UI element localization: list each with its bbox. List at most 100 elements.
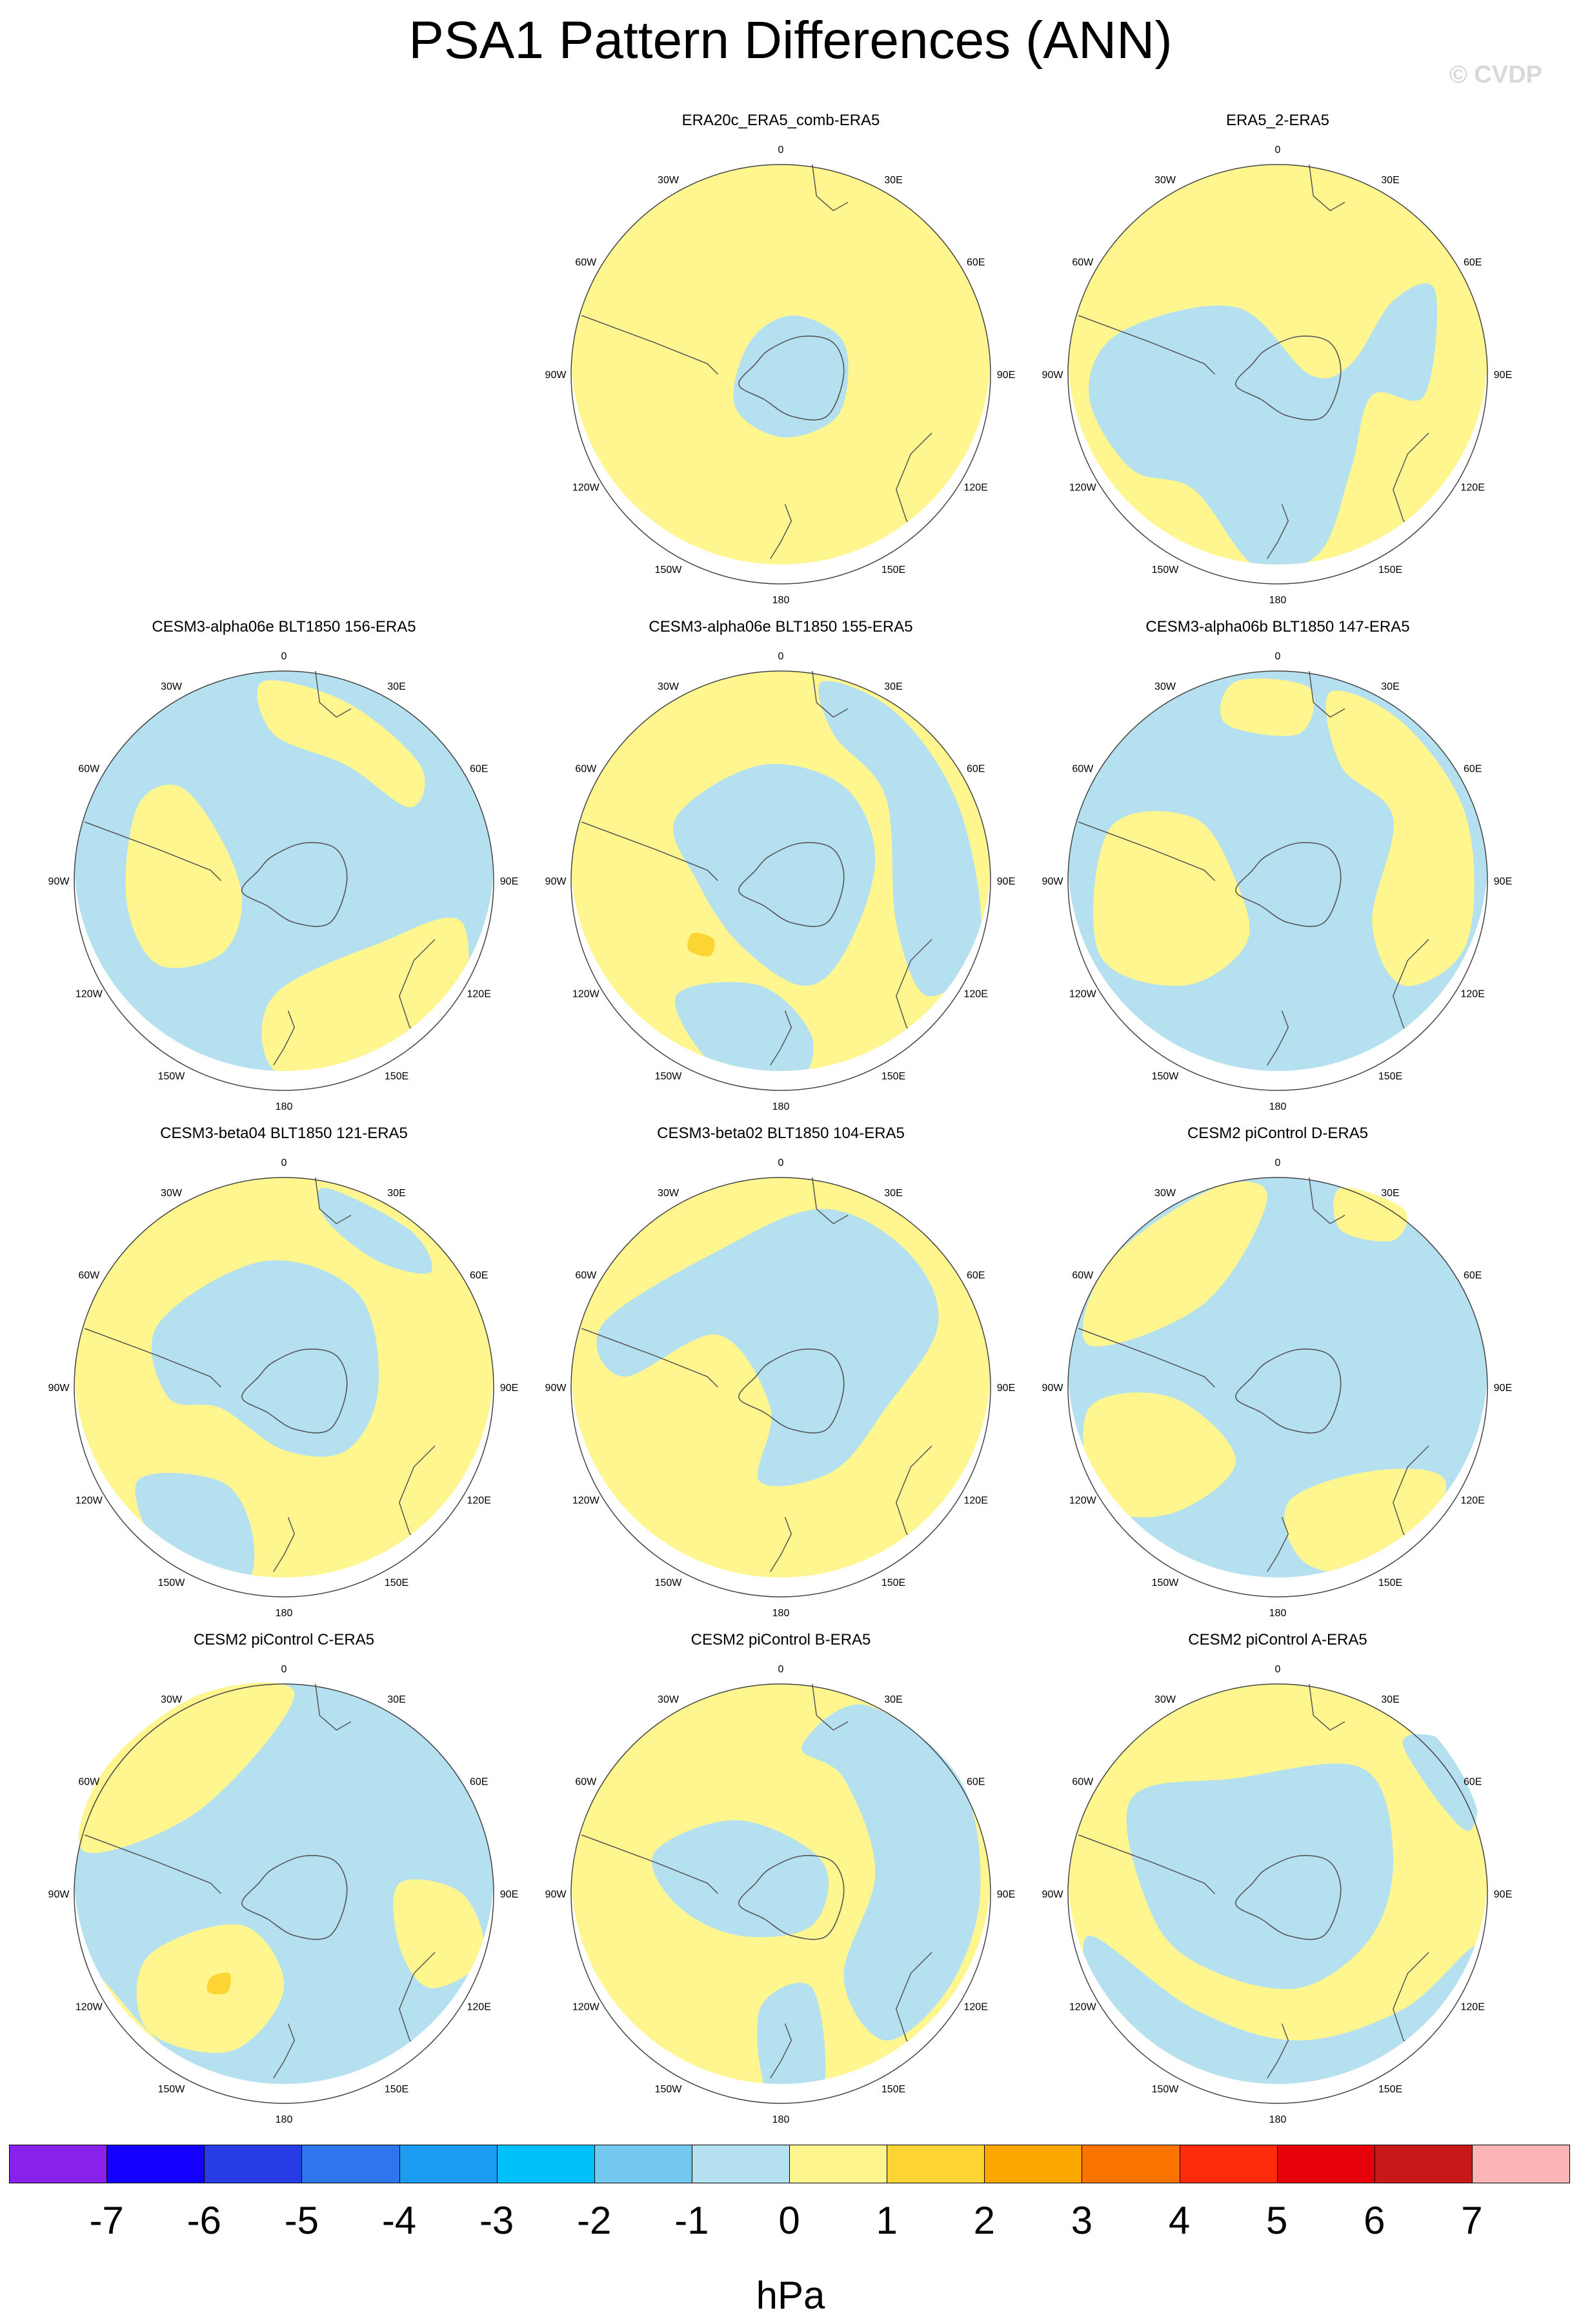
map-background-field bbox=[1068, 1177, 1487, 1578]
anomaly-contour bbox=[801, 1704, 981, 2041]
panel-title: CESM3-alpha06b BLT1850 147-ERA5 bbox=[1145, 618, 1410, 636]
coastline bbox=[581, 821, 719, 881]
longitude-label: 30E bbox=[387, 681, 405, 692]
antarctica-coastline bbox=[1235, 1348, 1342, 1434]
longitude-label: 180 bbox=[276, 2114, 293, 2125]
longitude-label: 150W bbox=[1152, 1578, 1180, 1588]
map-boundary bbox=[74, 670, 494, 1091]
anomaly-contour bbox=[257, 680, 425, 808]
colorbar-tick-label: 5 bbox=[1265, 2199, 1288, 2242]
map-panel: CESM3-beta04 BLT1850 121-ERA5 0 30E 60E 90E 1… bbox=[39, 1126, 529, 1636]
panel-title: ERA5_2-ERA5 bbox=[1225, 112, 1330, 129]
longitude-label: 120W bbox=[1069, 2002, 1097, 2013]
panel-title: CESM3-beta02 BLT1850 104-ERA5 bbox=[657, 1125, 905, 1142]
coastline bbox=[1309, 670, 1345, 718]
longitude-label: 60E bbox=[967, 764, 985, 775]
map-boundary bbox=[1067, 1683, 1488, 2104]
longitude-label: 30W bbox=[1154, 681, 1176, 692]
anomaly-contour bbox=[125, 785, 242, 968]
longitude-label: 90E bbox=[997, 1889, 1015, 1900]
coastline bbox=[273, 1517, 296, 1572]
colorbar-box bbox=[594, 2145, 692, 2183]
polar-map: 0 30E 60E 90E 120E 150E 180 150W 120W 90W 60W 30W bbox=[48, 1157, 519, 1619]
longitude-label: 30W bbox=[658, 681, 680, 692]
antarctica-coastline bbox=[241, 842, 348, 927]
coastline bbox=[273, 1010, 296, 1066]
antarctica-coastline bbox=[1235, 842, 1342, 927]
longitude-label: 150E bbox=[1378, 1071, 1402, 1082]
longitude-label: 120W bbox=[76, 1496, 103, 1507]
anomaly-contour bbox=[393, 1879, 485, 1988]
longitude-label: 0 bbox=[1275, 651, 1281, 662]
colorbar-tick-label: 6 bbox=[1364, 2199, 1385, 2242]
longitude-label: 90E bbox=[500, 1383, 518, 1394]
map-boundary bbox=[570, 670, 991, 1091]
longitude-label: 90E bbox=[997, 1383, 1015, 1394]
longitude-label: 30W bbox=[161, 1694, 183, 1705]
longitude-label: 60W bbox=[575, 1777, 597, 1788]
longitude-label: 120W bbox=[572, 483, 600, 494]
longitude-label: 180 bbox=[1269, 1608, 1287, 1619]
panel-title: CESM3-alpha06e BLT1850 155-ERA5 bbox=[649, 618, 913, 636]
antarctica-coastline bbox=[738, 1855, 845, 1940]
coastline bbox=[1309, 164, 1345, 212]
coastline bbox=[581, 315, 719, 375]
longitude-label: 90E bbox=[1494, 370, 1512, 381]
coastline bbox=[315, 670, 352, 718]
longitude-label: 90E bbox=[1494, 1383, 1512, 1394]
longitude-label: 0 bbox=[281, 1664, 287, 1675]
colorbar-box bbox=[691, 2145, 790, 2183]
polar-map: 0 30E 60E 90E 120E 150E 180 150W 120W 90W 60W 30W bbox=[1042, 1157, 1513, 1619]
map-panel: CESM3-alpha06e BLT1850 156-ERA5 0 30E 60E 90… bbox=[39, 619, 529, 1129]
colorbar-tick-label: -4 bbox=[381, 2199, 417, 2242]
coastline bbox=[770, 2023, 792, 2079]
polar-map: 0 30E 60E 90E 120E 150E 180 150W 120W 90W 60W 30W bbox=[1042, 651, 1513, 1112]
longitude-label: 120W bbox=[1069, 483, 1097, 494]
longitude-label: 30E bbox=[884, 681, 902, 692]
anomaly-contour bbox=[596, 1208, 939, 1487]
longitude-label: 60E bbox=[470, 1777, 488, 1788]
coastline bbox=[85, 1834, 222, 1894]
polar-map: 0 30E 60E 90E 120E 150E 180 150W 120W 90W 60W 30W bbox=[48, 1664, 519, 2125]
map-panel: CESM3-alpha06b BLT1850 147-ERA5 0 30E 60E 90… bbox=[1032, 619, 1523, 1129]
longitude-label: 120E bbox=[1461, 989, 1485, 1000]
longitude-label: 60E bbox=[967, 1270, 985, 1281]
longitude-label: 120W bbox=[76, 989, 103, 1000]
longitude-label: 0 bbox=[281, 651, 287, 662]
longitude-label: 30W bbox=[1154, 1188, 1176, 1199]
anomaly-contour bbox=[206, 1972, 231, 1995]
colorbar-box bbox=[9, 2145, 108, 2183]
longitude-label: 120E bbox=[1461, 483, 1485, 494]
longitude-label: 90W bbox=[1042, 370, 1064, 381]
longitude-label: 90W bbox=[1042, 1383, 1064, 1394]
longitude-label: 90W bbox=[545, 1889, 567, 1900]
longitude-label: 150W bbox=[1152, 2084, 1180, 2095]
longitude-label: 180 bbox=[772, 1101, 790, 1112]
colorbar-tick-label: 0 bbox=[778, 2199, 800, 2242]
map-boundary bbox=[74, 1683, 494, 2104]
anomaly-contour bbox=[733, 315, 849, 438]
longitude-label: 60W bbox=[78, 764, 100, 775]
longitude-label: 90W bbox=[1042, 1889, 1064, 1900]
colorbar-tick-label: 2 bbox=[973, 2199, 995, 2242]
coastline bbox=[85, 1328, 222, 1388]
longitude-label: 90E bbox=[1494, 876, 1512, 887]
colorbar-box bbox=[1471, 2145, 1570, 2183]
longitude-label: 0 bbox=[1275, 145, 1281, 155]
longitude-label: 120W bbox=[1069, 989, 1097, 1000]
longitude-label: 150E bbox=[385, 2084, 408, 2095]
colorbar-tick-label: 4 bbox=[1168, 2199, 1191, 2242]
antarctica-coastline bbox=[738, 336, 845, 421]
coastline bbox=[1078, 821, 1216, 881]
longitude-label: 60E bbox=[470, 1270, 488, 1281]
colorbar-box bbox=[301, 2145, 400, 2183]
colorbar-tick-label: -3 bbox=[479, 2199, 514, 2242]
longitude-label: 0 bbox=[778, 651, 784, 662]
longitude-label: 90W bbox=[48, 1889, 70, 1900]
map-boundary bbox=[1067, 1177, 1488, 1598]
longitude-label: 120W bbox=[1069, 1496, 1097, 1507]
map-panel: CESM2 piControl A-ERA5 0 30E 60E 90E 120E 150E… bbox=[1032, 1632, 1523, 2142]
antarctica-coastline bbox=[241, 1855, 348, 1940]
longitude-label: 30E bbox=[387, 1188, 405, 1199]
longitude-label: 150W bbox=[655, 2084, 683, 2095]
